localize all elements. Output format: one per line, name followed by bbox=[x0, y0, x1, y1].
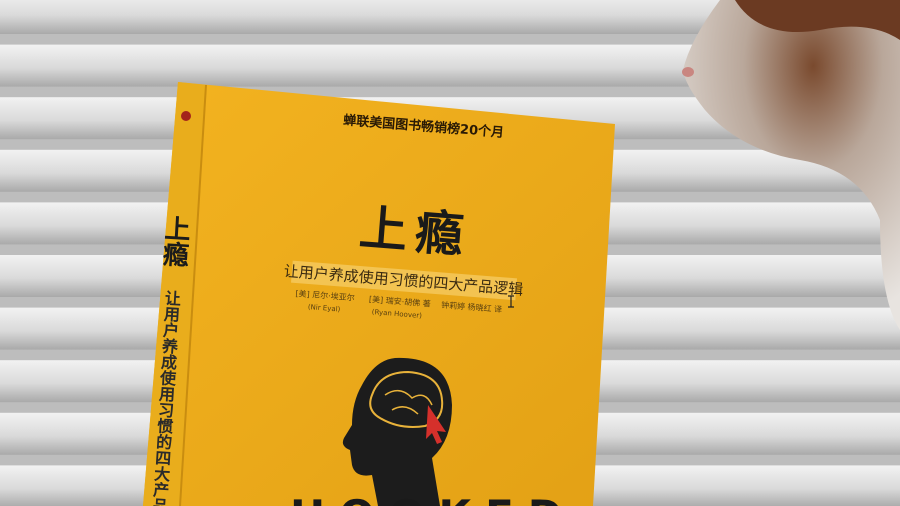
text-cursor bbox=[508, 295, 514, 308]
english-title: HOOKED bbox=[290, 491, 577, 506]
author-1: [美] 尼尔·埃亚尔 bbox=[295, 288, 355, 303]
head-illustration bbox=[342, 357, 452, 506]
author-1-en: (Nir Eyal) bbox=[308, 303, 341, 314]
brain bbox=[369, 370, 444, 428]
publisher-logo bbox=[181, 111, 191, 121]
book-cover bbox=[143, 82, 615, 506]
subtitle-band bbox=[290, 260, 518, 301]
cat bbox=[683, 0, 900, 330]
cursor-icon bbox=[426, 405, 446, 444]
brain-folds bbox=[384, 389, 433, 415]
author-2-en: (Ryan Hoover) bbox=[372, 308, 423, 320]
cat-patch bbox=[735, 0, 900, 40]
book-title: 上瘾 bbox=[357, 200, 473, 265]
spine-edge bbox=[179, 84, 207, 506]
spine-title: 上瘾 bbox=[158, 214, 191, 269]
cat-nose bbox=[682, 67, 694, 77]
book-spine bbox=[143, 82, 206, 506]
translators: 钟莉婷 杨晓红 译 bbox=[441, 299, 503, 314]
author-2: [美] 瑞安·胡佛 著 bbox=[369, 294, 431, 309]
